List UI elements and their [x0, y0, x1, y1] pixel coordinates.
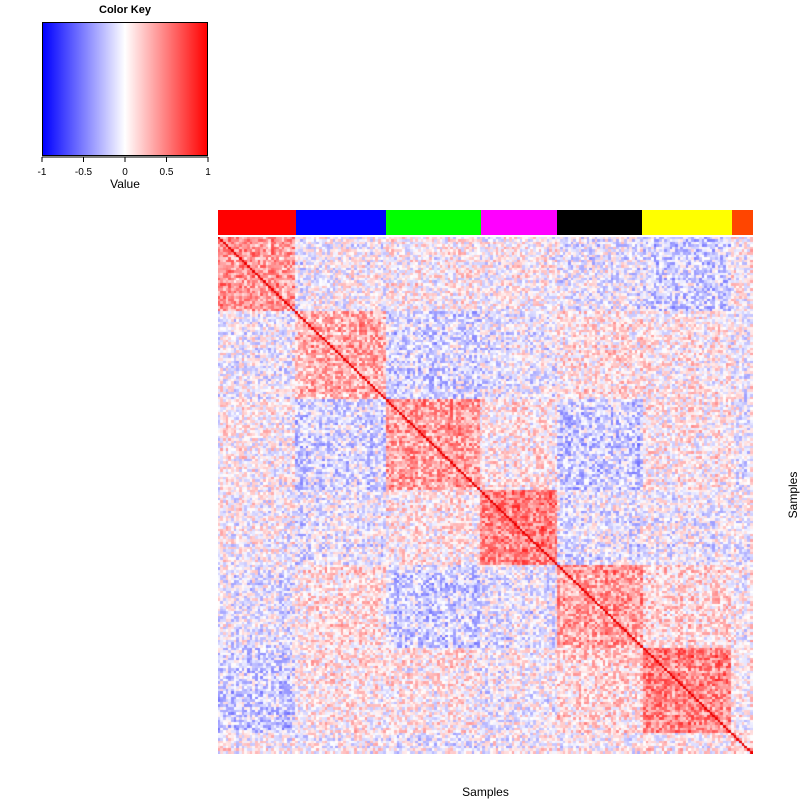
sample-group-segment — [296, 210, 386, 235]
color-key-tick-label: 1 — [205, 167, 211, 178]
sample-group-segment — [218, 210, 297, 235]
color-key-xlabel: Value — [110, 177, 140, 191]
correlation-heatmap — [218, 237, 753, 754]
sample-group-segment — [642, 210, 733, 235]
sample-group-segment — [481, 210, 558, 235]
color-key-tick-label: 0.5 — [159, 167, 174, 178]
sample-group-color-bar — [218, 210, 753, 235]
color-key-tick-label: -1 — [37, 167, 47, 178]
color-key-gradient — [42, 22, 208, 156]
color-key-tick-label: 0 — [122, 167, 128, 178]
y-axis-label: Samples — [786, 471, 800, 519]
sample-group-segment — [557, 210, 643, 235]
sample-group-segment — [732, 210, 753, 235]
color-key-tick-label: -0.5 — [74, 167, 93, 178]
x-axis-label: Samples — [462, 785, 509, 799]
sample-group-segment — [385, 210, 482, 235]
color-key-axis — [41, 156, 209, 162]
color-key-title: Color Key — [99, 4, 151, 16]
